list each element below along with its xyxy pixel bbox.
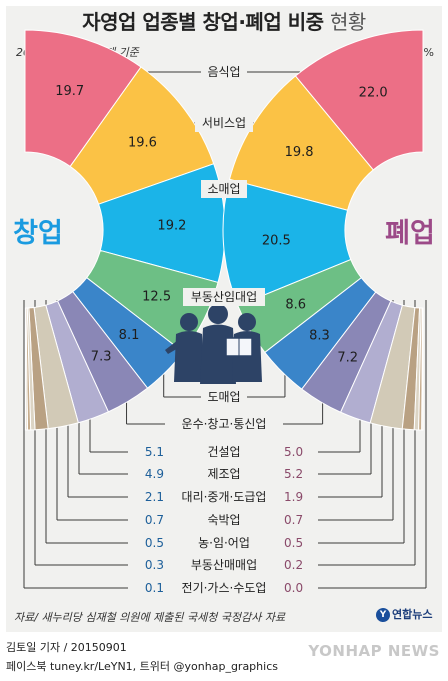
page-title: 자영업 업종별 창업·폐업 비중 현황	[0, 6, 448, 35]
startup-value-label-6: 7.3	[91, 350, 112, 365]
closure-list-value-8: 5.2	[284, 467, 303, 481]
category-label-1: 음식업	[207, 65, 240, 79]
closure-value-label-2: 19.8	[285, 145, 314, 160]
category-label-6: 운수·창고·통신업	[182, 417, 267, 431]
source-note: 자료/ 새누리당 심재철 의원에 제출된 국세청 국정감사 자료	[14, 611, 286, 624]
startup-value-label-5: 8.1	[119, 328, 140, 343]
startup-slice-13	[24, 307, 27, 431]
startup-list-value-8: 4.9	[145, 467, 164, 481]
category-label-5: 도매업	[207, 390, 240, 404]
category-label-bg-1	[201, 63, 247, 81]
category-label-9: 대리·중개·도급업	[182, 490, 267, 504]
startup-value-label-4: 12.5	[142, 289, 171, 304]
category-label-8: 제조업	[207, 467, 240, 481]
yonhap-logo: Y 연합뉴스	[376, 606, 432, 622]
startup-label: 창업	[13, 218, 63, 249]
category-label-10: 숙박업	[207, 513, 240, 527]
category-label-7: 건설업	[207, 445, 240, 459]
startup-value-label-2: 19.6	[128, 136, 157, 151]
watermark: YONHAP NEWS	[308, 642, 440, 660]
title-light: 현황	[329, 10, 366, 34]
closure-list-value-7: 5.0	[284, 445, 303, 459]
category-label-bg-6	[165, 415, 283, 433]
category-label-bg-5	[201, 388, 247, 406]
category-label-bg-2	[195, 114, 253, 132]
category-label-11: 농·임·어업	[198, 536, 250, 550]
business-people-icon	[165, 304, 262, 384]
closure-slice-12	[421, 307, 424, 431]
closure-slices	[222, 29, 424, 431]
closure-value-label-1: 22.0	[359, 86, 388, 101]
category-label-3: 소매업	[207, 182, 240, 196]
category-label-4: 부동산임대업	[191, 290, 257, 304]
closure-value-label-3: 20.5	[262, 234, 291, 249]
startup-value-label-3: 19.2	[157, 219, 186, 234]
startup-slices	[24, 29, 226, 431]
startup-list-value-7: 5.1	[145, 445, 164, 459]
closure-label: 폐업	[385, 218, 435, 249]
closure-list-value-12: 0.2	[284, 558, 303, 572]
startup-list-value-9: 2.1	[145, 490, 164, 504]
category-label-12: 부동산매매업	[191, 558, 257, 572]
logo-text: 연합뉴스	[392, 608, 433, 621]
closure-list-value-11: 0.5	[284, 536, 303, 550]
category-label-13: 전기·가스·수도업	[182, 581, 267, 595]
closure-value-label-4: 8.6	[285, 298, 306, 313]
logo-mark: Y	[376, 608, 390, 622]
closure-list-value-9: 1.9	[284, 490, 303, 504]
category-label-bg-4	[183, 288, 265, 306]
closure-list-value-13: 0.0	[284, 581, 303, 595]
category-label-bg-3	[201, 180, 247, 198]
startup-list-value-13: 0.1	[145, 581, 164, 595]
category-label-2: 서비스업	[202, 116, 246, 130]
social-links: 페이스북 tuney.kr/LeYN1, 트위터 @yonhap_graphic…	[6, 660, 278, 673]
title-bold: 자영업 업종별 창업·폐업 비중	[82, 10, 324, 34]
closure-list-value-10: 0.7	[284, 513, 303, 527]
startup-list-value-11: 0.5	[145, 536, 164, 550]
startup-value-label-1: 19.7	[55, 84, 84, 99]
value-labels: 19.7 19.6 19.2 12.5 8.1 7.3 22.0 19.8 20.5 8.68.3…	[55, 84, 387, 365]
closure-value-label-6: 7.2	[337, 350, 358, 365]
startup-list-value-10: 0.7	[145, 513, 164, 527]
startup-list-value-12: 0.3	[145, 558, 164, 572]
closure-value-label-5: 8.3	[309, 328, 330, 343]
byline: 김토일 기자 / 20150901	[6, 641, 127, 654]
